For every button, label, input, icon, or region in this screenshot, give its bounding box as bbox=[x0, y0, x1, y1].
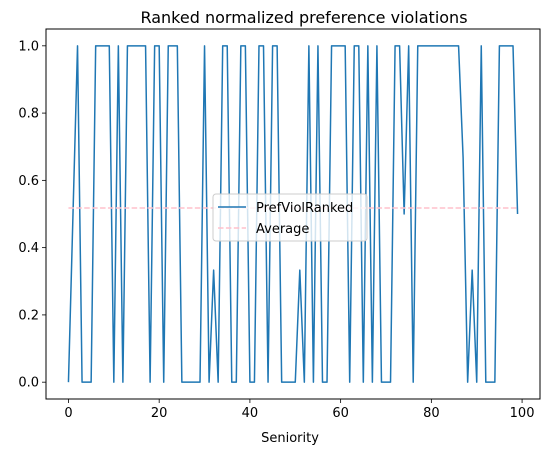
legend-label-prefviolranked: PrefViolRanked bbox=[256, 201, 353, 216]
x-tick-label: 20 bbox=[151, 406, 168, 421]
x-axis: 0 20 40 60 80 100 bbox=[64, 399, 534, 421]
series-line-prefviolranked bbox=[67, 45, 519, 383]
y-axis: 0.0 0.2 0.4 0.6 0.8 1.0 bbox=[18, 39, 46, 391]
y-tick-label: 0.8 bbox=[18, 107, 39, 122]
y-tick-label: 1.0 bbox=[18, 39, 39, 54]
x-tick-label: 60 bbox=[332, 406, 349, 421]
chart-title: Ranked normalized preference violations bbox=[140, 8, 467, 27]
x-tick-label: 0 bbox=[64, 406, 72, 421]
y-tick-label: 0.2 bbox=[18, 308, 39, 323]
legend-box bbox=[212, 193, 368, 242]
legend: PrefViolRanked Average bbox=[212, 193, 368, 242]
legend-label-average: Average bbox=[256, 222, 309, 237]
x-axis-label: Seniority bbox=[261, 431, 319, 446]
x-tick-label: 40 bbox=[242, 406, 259, 421]
y-tick-label: 0.6 bbox=[18, 174, 39, 189]
y-tick-label: 0.0 bbox=[18, 376, 39, 391]
plot-frame bbox=[45, 28, 541, 400]
y-tick-label: 0.4 bbox=[18, 241, 39, 256]
x-tick-label: 80 bbox=[423, 406, 440, 421]
x-tick-label: 100 bbox=[510, 406, 535, 421]
